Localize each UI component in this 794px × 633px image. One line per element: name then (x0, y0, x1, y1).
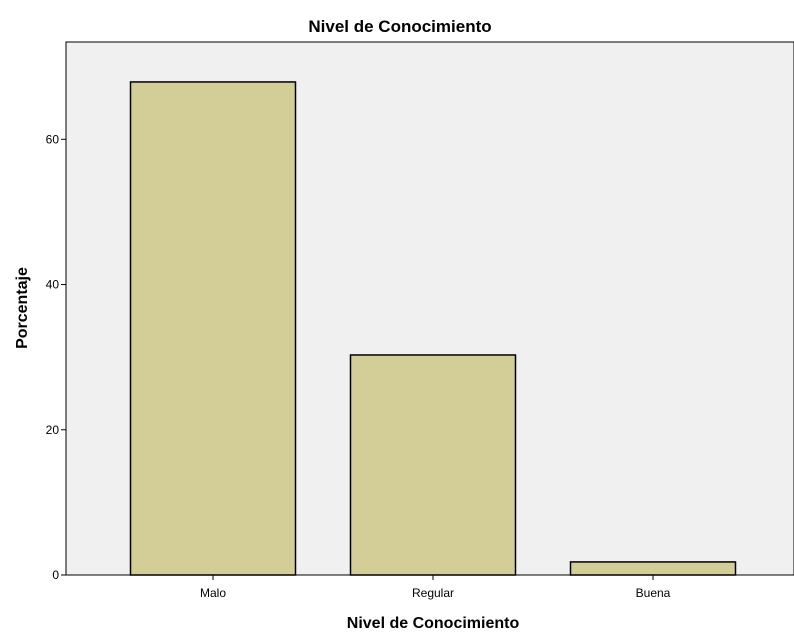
chart-title: Nivel de Conocimiento (308, 17, 491, 36)
bar-malo (129, 81, 297, 576)
y-tick-label-20: 20 (46, 423, 60, 437)
y-tick-label-0: 0 (52, 568, 59, 582)
x-tick-label-buena: Buena (636, 586, 671, 600)
x-tick-label-malo: Malo (200, 586, 226, 600)
y-tick-label-40: 40 (46, 278, 60, 292)
y-axis-label: Porcentaje (14, 267, 31, 349)
bar-buena (569, 561, 737, 576)
y-tick-label-60: 60 (46, 132, 60, 146)
x-tick-label-regular: Regular (412, 586, 454, 600)
bar-regular (349, 354, 517, 576)
x-axis-label: Nivel de Conocimiento (347, 615, 520, 632)
